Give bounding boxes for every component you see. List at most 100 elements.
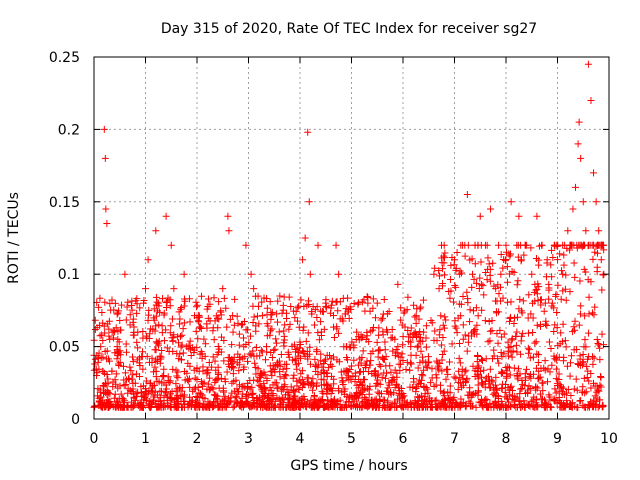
data-point [201,352,209,360]
data-point [344,308,352,316]
data-point [228,341,236,349]
data-point [388,400,396,408]
data-point [359,398,367,406]
data-point [151,346,159,354]
data-point [139,334,147,342]
data-point [322,303,330,311]
data-point [393,403,401,411]
data-point [115,361,123,369]
data-point [486,337,494,345]
data-point [439,321,447,329]
data-point [330,323,338,331]
data-point [258,298,266,306]
data-point [214,324,222,332]
data-point [122,316,130,324]
data-point [146,403,154,411]
data-point [177,304,185,312]
data-point [480,366,488,374]
data-point [196,323,204,331]
data-point [156,308,164,316]
data-point [221,378,229,386]
data-point [283,365,291,373]
data-point [268,325,276,333]
data-point [491,397,499,405]
data-point [132,370,140,378]
data-point [526,370,534,378]
data-point [203,320,211,328]
data-point [276,362,284,370]
data-point [246,350,254,358]
data-point [113,355,121,363]
data-point [129,371,137,379]
data-point [558,267,566,275]
data-point [338,403,346,411]
data-point [445,402,453,410]
data-point [276,373,284,381]
data-point [304,128,312,136]
data-point [180,302,188,310]
data-point [469,362,477,370]
data-point [324,397,332,405]
data-point [365,390,373,398]
data-point [295,385,303,393]
data-point [127,367,135,375]
data-point [508,268,516,276]
data-point [461,252,469,260]
data-point [322,356,330,364]
data-point [547,261,555,269]
data-point [558,387,566,395]
data-point [217,307,225,315]
data-point [186,318,194,326]
data-point [255,320,263,328]
data-point [404,402,412,410]
data-point [300,302,308,310]
data-point [281,371,289,379]
data-point [473,321,481,329]
data-point [566,400,574,408]
data-point [494,355,502,363]
data-point [274,297,282,305]
data-point [273,318,281,326]
data-point [430,336,438,344]
data-point [244,385,252,393]
data-point [263,294,271,302]
data-point [211,357,219,365]
data-point [486,384,494,392]
data-point [266,298,274,306]
chart-title: Day 315 of 2020, Rate Of TEC Index for r… [161,21,537,37]
data-point [129,315,137,323]
y-tick-label: 0.15 [49,195,80,211]
data-point [273,379,281,387]
data-point [272,335,280,343]
data-point [184,377,192,385]
data-point [155,341,163,349]
data-point [463,288,471,296]
data-point [361,307,369,315]
data-point [273,359,281,367]
data-point [375,403,383,411]
data-point [572,183,580,191]
data-point [286,320,294,328]
data-point [397,402,405,410]
data-point [133,338,141,346]
data-point [596,344,604,352]
data-point [130,331,138,339]
data-point [206,403,214,411]
data-point [497,397,505,405]
data-point [339,317,347,325]
data-point [122,380,130,388]
data-point [204,314,212,322]
data-point [394,343,402,351]
data-point [158,347,166,355]
data-point [103,370,111,378]
data-point [432,381,440,389]
data-point [105,332,113,340]
data-point [220,294,228,302]
data-point [404,327,412,335]
data-point [371,314,379,322]
data-point [241,353,249,361]
data-point [173,350,181,358]
data-point [280,382,288,390]
data-point [578,388,586,396]
data-point [412,319,420,327]
